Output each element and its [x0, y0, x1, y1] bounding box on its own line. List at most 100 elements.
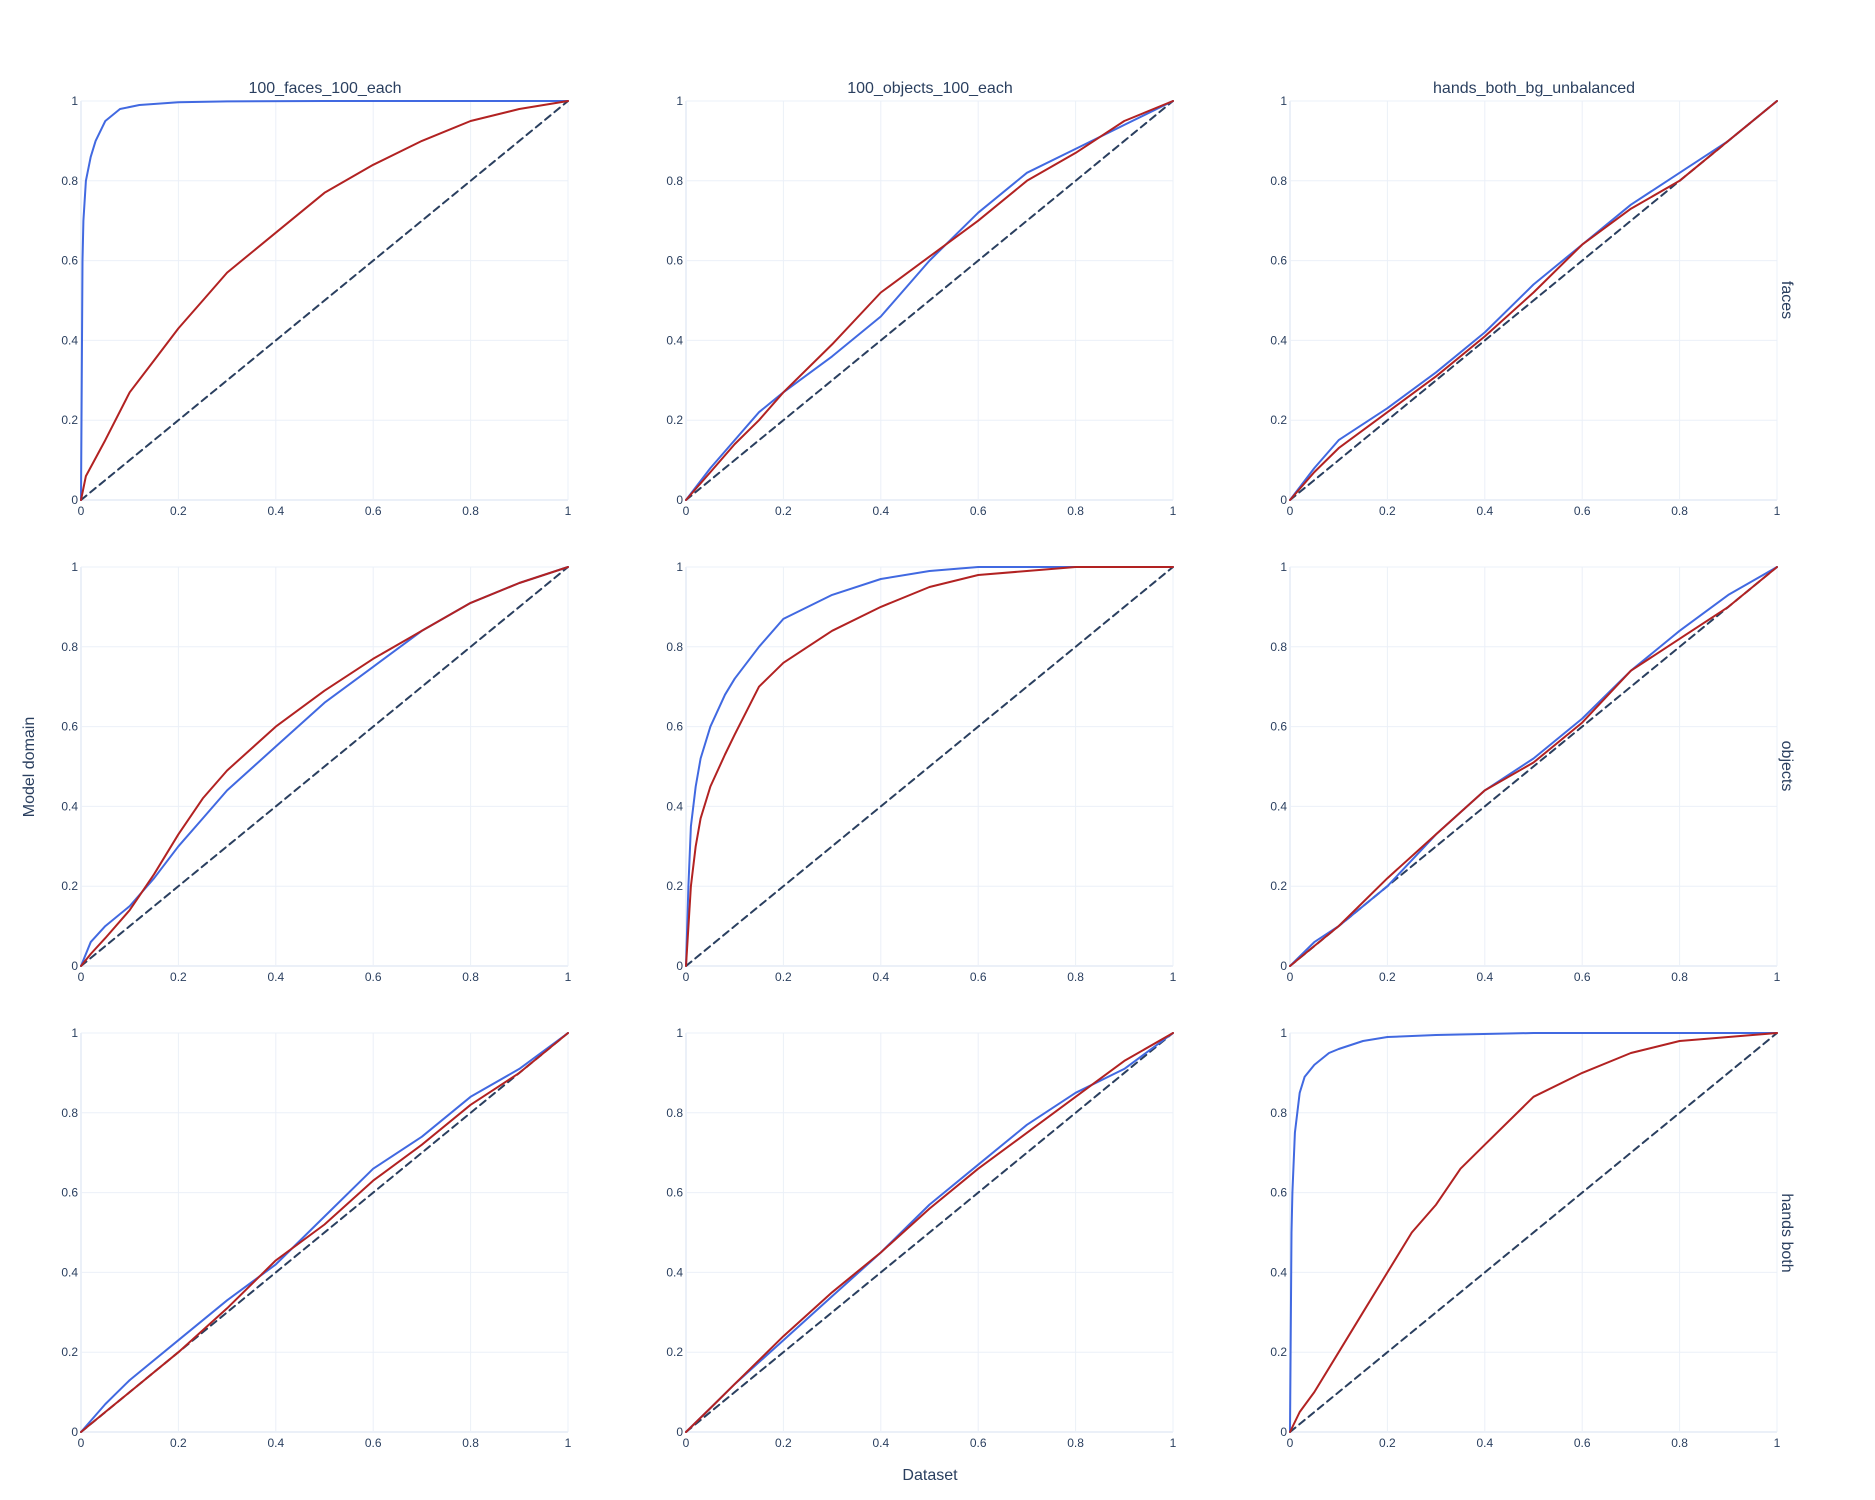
y-tick-label: 0.2 — [61, 413, 78, 427]
y-tick-label: 0.2 — [1270, 879, 1287, 893]
x-tick-label: 1 — [565, 504, 572, 518]
y-tick-label: 0.2 — [1270, 413, 1287, 427]
x-tick-label: 0 — [1287, 970, 1294, 984]
x-tick-label: 0.4 — [267, 504, 284, 518]
red-series-line — [685, 566, 1174, 967]
x-tick-label: 1 — [565, 970, 572, 984]
x-tick-label: 0.8 — [1671, 504, 1688, 518]
x-tick-label: 0.2 — [775, 1436, 792, 1450]
y-tick-label: 0.2 — [61, 879, 78, 893]
y-tick-label: 1 — [71, 94, 78, 108]
x-tick-label: 0 — [683, 504, 690, 518]
x-tick-label: 0.4 — [267, 1436, 284, 1450]
x-tick-label: 1 — [1170, 970, 1177, 984]
y-tick-label: 1 — [676, 94, 683, 108]
y-tick-label: 0.2 — [666, 1345, 683, 1359]
y-tick-label: 0.4 — [1270, 333, 1287, 347]
x-tick-label: 0.6 — [365, 970, 382, 984]
subplot-1-1: 00 0.2 0.2 0.4 0.4 0.6 0.6 0.8 0.8 1 1 — [61, 94, 571, 518]
red-series-line — [685, 1032, 1174, 1433]
red-series-line — [685, 100, 1174, 501]
y-tick-label: 1 — [71, 560, 78, 574]
y-tick-label: 0.8 — [666, 174, 683, 188]
y-tick-label: 0.8 — [1270, 1106, 1287, 1120]
x-tick-label: 0.6 — [365, 504, 382, 518]
y-tick-label: 0.8 — [61, 640, 78, 654]
y-tick-label: 0.4 — [61, 333, 78, 347]
diagonal-reference-line — [685, 566, 1174, 967]
x-tick-label: 1 — [565, 1436, 572, 1450]
y-tick-label: 0.4 — [61, 1265, 78, 1279]
subplot-3-2: 00 0.2 0.2 0.4 0.4 0.6 0.6 0.8 0.8 1 1 — [666, 1026, 1176, 1450]
x-tick-label: 1 — [1774, 504, 1781, 518]
x-tick-label: 0.2 — [170, 1436, 187, 1450]
y-tick-label: 0 — [71, 959, 78, 973]
y-tick-label: 0.8 — [1270, 640, 1287, 654]
y-tick-label: 0.8 — [61, 174, 78, 188]
y-tick-label: 0.4 — [666, 333, 683, 347]
column-title-3: hands_both_bg_unbalanced — [1433, 80, 1635, 97]
y-tick-label: 0.4 — [61, 799, 78, 813]
y-tick-label: 0.4 — [1270, 1265, 1287, 1279]
column-title-2: 100_objects_100_each — [847, 80, 1012, 97]
y-tick-label: 0.4 — [1270, 799, 1287, 813]
x-tick-label: 0 — [78, 1436, 85, 1450]
red-series-line — [80, 1032, 569, 1433]
x-tick-label: 1 — [1170, 1436, 1177, 1450]
y-tick-label: 0 — [676, 959, 683, 973]
x-tick-label: 0.2 — [1379, 504, 1396, 518]
y-axis-title: Model domain — [21, 717, 38, 818]
red-series-line — [80, 566, 569, 967]
diagonal-reference-line — [80, 1032, 569, 1433]
y-tick-label: 1 — [1280, 94, 1287, 108]
y-tick-label: 0 — [1280, 959, 1287, 973]
y-tick-label: 0.2 — [1270, 1345, 1287, 1359]
x-tick-label: 1 — [1774, 970, 1781, 984]
y-tick-label: 1 — [676, 560, 683, 574]
x-tick-label: 0 — [1287, 504, 1294, 518]
blue-series-line — [685, 100, 1174, 501]
blue-series-line — [80, 100, 569, 501]
diagonal-reference-line — [1289, 100, 1778, 501]
y-tick-label: 0.6 — [1270, 1186, 1287, 1200]
x-tick-label: 0.2 — [775, 504, 792, 518]
x-tick-label: 0.2 — [1379, 1436, 1396, 1450]
y-tick-label: 0.8 — [1270, 174, 1287, 188]
y-tick-label: 0.8 — [61, 1106, 78, 1120]
y-tick-label: 1 — [1280, 1026, 1287, 1040]
y-tick-label: 0.2 — [666, 413, 683, 427]
row-title-3: hands both — [1778, 1193, 1795, 1272]
y-tick-label: 0 — [676, 493, 683, 507]
x-tick-label: 0.6 — [970, 504, 987, 518]
x-tick-label: 0.8 — [1671, 970, 1688, 984]
y-tick-label: 0.8 — [666, 640, 683, 654]
x-tick-label: 0.6 — [1574, 504, 1591, 518]
y-tick-label: 0.6 — [61, 254, 78, 268]
y-tick-label: 0.6 — [666, 254, 683, 268]
x-tick-label: 0.2 — [775, 970, 792, 984]
x-tick-label: 0 — [78, 970, 85, 984]
diagonal-reference-line — [80, 566, 569, 967]
x-tick-label: 0.8 — [1671, 1436, 1688, 1450]
y-tick-label: 0.4 — [666, 799, 683, 813]
diagonal-reference-line — [685, 100, 1174, 501]
x-tick-label: 0.6 — [1574, 1436, 1591, 1450]
y-tick-label: 0.2 — [61, 1345, 78, 1359]
subplot-2-2: 00 0.2 0.2 0.4 0.4 0.6 0.6 0.8 0.8 1 1 — [666, 560, 1176, 984]
diagonal-reference-line — [1289, 566, 1778, 967]
row-title-1: faces — [1778, 281, 1795, 319]
x-tick-label: 0.6 — [365, 1436, 382, 1450]
y-tick-label: 0.6 — [61, 720, 78, 734]
x-tick-label: 0.2 — [1379, 970, 1396, 984]
x-tick-label: 0 — [1287, 1436, 1294, 1450]
y-tick-label: 1 — [676, 1026, 683, 1040]
x-tick-label: 1 — [1774, 1436, 1781, 1450]
y-tick-label: 1 — [71, 1026, 78, 1040]
x-tick-label: 0.6 — [970, 1436, 987, 1450]
x-tick-label: 0.8 — [462, 970, 479, 984]
red-series-line — [1289, 100, 1778, 501]
x-axis-title: Dataset — [902, 1467, 958, 1484]
y-tick-label: 0 — [1280, 493, 1287, 507]
y-tick-label: 0.6 — [61, 1186, 78, 1200]
